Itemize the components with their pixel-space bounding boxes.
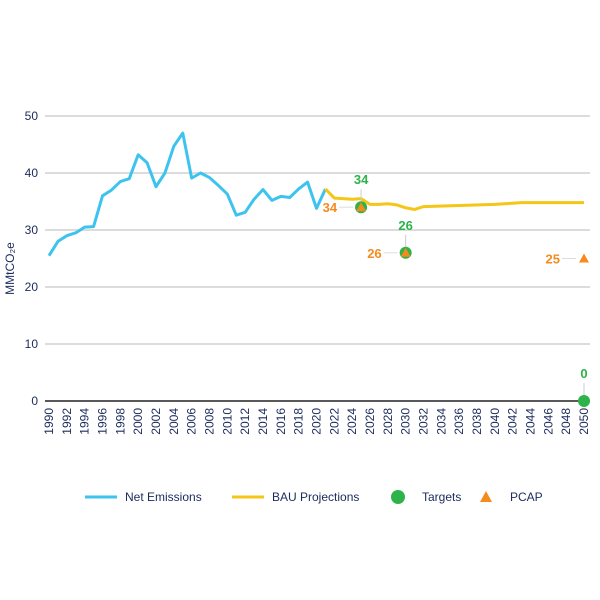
- pcap-marker: [400, 247, 411, 257]
- y-tick-label: 50: [25, 109, 39, 123]
- target-marker: [578, 395, 590, 407]
- x-tick-label: 1994: [78, 408, 92, 435]
- x-tick-label: 2028: [381, 408, 395, 435]
- x-tick-label: 1996: [96, 408, 110, 435]
- x-tick-label: 2012: [238, 408, 252, 435]
- x-tick-label: 2020: [310, 408, 324, 435]
- x-tick-label: 2024: [345, 408, 359, 435]
- legend-swatch: [480, 491, 492, 502]
- target-label: 26: [398, 218, 412, 233]
- pcap-label: 26: [367, 246, 381, 261]
- x-tick-label: 2000: [131, 408, 145, 435]
- x-tick-label: 1998: [113, 408, 127, 435]
- y-tick-label: 20: [25, 280, 39, 294]
- target-label: 0: [580, 366, 587, 381]
- x-tick-label: 2016: [274, 408, 288, 435]
- legend-label: BAU Projections: [272, 490, 359, 504]
- x-tick-label: 1990: [42, 408, 56, 435]
- x-tick-label: 2038: [470, 408, 484, 435]
- x-tick-label: 2014: [256, 408, 270, 435]
- x-tick-label: 2004: [167, 408, 181, 435]
- series-line-bau-projections: [324, 187, 584, 211]
- pcap-marker: [579, 253, 589, 263]
- y-tick-label: 40: [25, 166, 39, 180]
- x-tick-label: 2030: [399, 408, 413, 435]
- x-tick-label: 2046: [541, 408, 555, 435]
- y-tick-label: 0: [31, 394, 38, 408]
- legend-swatch: [391, 490, 405, 504]
- pcap-label: 25: [546, 252, 560, 267]
- legend-label: Targets: [422, 490, 461, 504]
- y-tick-label: 10: [25, 337, 39, 351]
- x-tick-label: 2036: [452, 408, 466, 435]
- y-tick-label: 30: [25, 223, 39, 237]
- x-tick-label: 2008: [203, 408, 217, 435]
- x-tick-label: 2050: [577, 408, 591, 435]
- x-tick-label: 2048: [559, 408, 573, 435]
- legend-label: PCAP: [510, 490, 543, 504]
- x-tick-label: 2034: [434, 408, 448, 435]
- x-tick-label: 2022: [327, 408, 341, 435]
- target-label: 34: [354, 172, 369, 187]
- y-axis-label: MMtCO₂e: [3, 242, 17, 295]
- pcap-marker: [356, 202, 367, 212]
- x-tick-label: 2040: [488, 408, 502, 435]
- x-tick-label: 1992: [60, 408, 74, 435]
- x-tick-label: 2006: [185, 408, 199, 435]
- x-tick-label: 2026: [363, 408, 377, 435]
- x-tick-label: 2044: [524, 408, 538, 435]
- x-tick-label: 2018: [292, 408, 306, 435]
- x-tick-label: 2002: [149, 408, 163, 435]
- x-tick-label: 2042: [506, 408, 520, 435]
- series-line-net-emissions: [47, 131, 327, 257]
- x-tick-label: 2032: [417, 408, 431, 435]
- legend-label: Net Emissions: [125, 490, 202, 504]
- x-tick-label: 2010: [220, 408, 234, 435]
- pcap-label: 34: [323, 200, 338, 215]
